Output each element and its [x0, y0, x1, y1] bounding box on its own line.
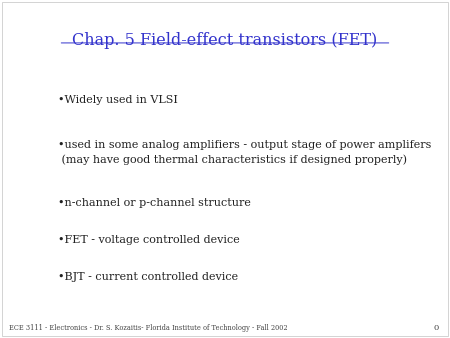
- Text: 0: 0: [433, 324, 439, 332]
- Text: •Widely used in VLSI: •Widely used in VLSI: [58, 95, 178, 105]
- Text: Chap. 5 Field-effect transistors (FET): Chap. 5 Field-effect transistors (FET): [72, 32, 378, 49]
- Text: ECE 3111 - Electronics - Dr. S. Kozaitis- Florida Institute of Technology - Fall: ECE 3111 - Electronics - Dr. S. Kozaitis…: [9, 324, 288, 332]
- Text: •n-channel or p-channel structure: •n-channel or p-channel structure: [58, 198, 252, 208]
- Text: •FET - voltage controlled device: •FET - voltage controlled device: [58, 235, 240, 245]
- Text: •used in some analog amplifiers - output stage of power amplifers
 (may have goo: •used in some analog amplifiers - output…: [58, 140, 432, 165]
- Text: •BJT - current controlled device: •BJT - current controlled device: [58, 272, 238, 282]
